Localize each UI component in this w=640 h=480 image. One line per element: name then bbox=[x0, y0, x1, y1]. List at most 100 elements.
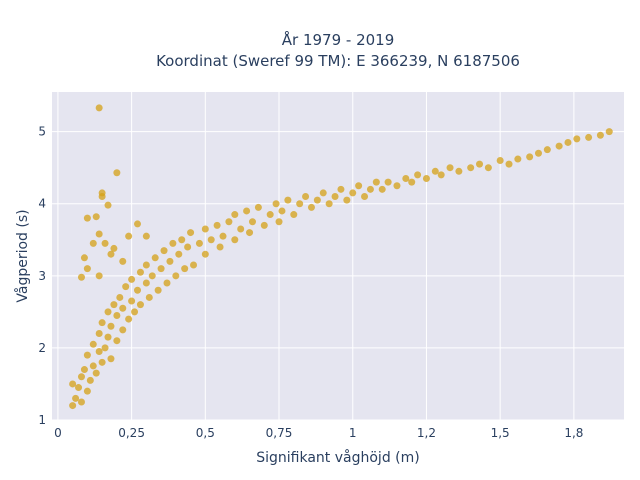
x-axis-title: Signifikant våghöjd (m) bbox=[256, 449, 419, 466]
data-point bbox=[526, 153, 534, 161]
data-point bbox=[393, 182, 401, 190]
data-point bbox=[128, 297, 136, 305]
data-point bbox=[408, 178, 416, 186]
data-point bbox=[128, 275, 136, 283]
plot-area bbox=[52, 92, 624, 420]
data-point bbox=[201, 250, 209, 258]
data-point bbox=[142, 279, 150, 287]
data-point bbox=[77, 373, 85, 381]
data-point bbox=[366, 185, 374, 193]
x-tick-label: 0,5 bbox=[196, 426, 215, 440]
data-point bbox=[107, 355, 115, 363]
data-point bbox=[145, 293, 153, 301]
data-point bbox=[585, 133, 593, 141]
data-point bbox=[104, 201, 112, 209]
data-point bbox=[437, 171, 445, 179]
data-point bbox=[596, 131, 604, 139]
data-point bbox=[119, 257, 127, 265]
data-point bbox=[272, 200, 280, 208]
data-point bbox=[136, 301, 144, 309]
data-point bbox=[169, 239, 177, 247]
data-point bbox=[534, 149, 542, 157]
data-point bbox=[284, 196, 292, 204]
data-point bbox=[195, 239, 203, 247]
data-point bbox=[113, 169, 121, 177]
data-point bbox=[187, 229, 195, 237]
data-point bbox=[89, 239, 97, 247]
data-point bbox=[307, 203, 315, 211]
data-point bbox=[337, 185, 345, 193]
data-point bbox=[83, 214, 91, 222]
data-point bbox=[564, 138, 572, 146]
data-point bbox=[154, 286, 162, 294]
data-point bbox=[69, 402, 77, 410]
data-point bbox=[77, 273, 85, 281]
data-point bbox=[72, 394, 80, 402]
data-point bbox=[213, 221, 221, 229]
data-point bbox=[355, 182, 363, 190]
data-point bbox=[302, 193, 310, 201]
x-tick-label: 0,75 bbox=[266, 426, 293, 440]
data-point bbox=[92, 369, 100, 377]
data-point bbox=[80, 254, 88, 262]
data-point bbox=[325, 200, 333, 208]
data-point bbox=[80, 366, 88, 374]
y-tick-label: 4 bbox=[38, 197, 46, 211]
x-tick-label: 1,2 bbox=[417, 426, 436, 440]
data-point bbox=[296, 200, 304, 208]
data-point bbox=[95, 348, 103, 356]
data-point bbox=[201, 225, 209, 233]
data-point bbox=[95, 272, 103, 280]
data-point bbox=[101, 344, 109, 352]
data-point bbox=[151, 254, 159, 262]
data-point bbox=[266, 211, 274, 219]
data-point bbox=[160, 247, 168, 255]
x-tick-label: 1,8 bbox=[564, 426, 583, 440]
data-point bbox=[543, 146, 551, 154]
data-point bbox=[378, 185, 386, 193]
data-point bbox=[92, 213, 100, 221]
data-point bbox=[75, 384, 83, 392]
x-tick-label: 0,25 bbox=[118, 426, 145, 440]
data-point bbox=[231, 211, 239, 219]
data-point bbox=[107, 322, 115, 330]
data-point bbox=[172, 272, 180, 280]
data-point bbox=[110, 244, 118, 252]
data-point bbox=[98, 193, 106, 201]
data-point bbox=[119, 326, 127, 334]
data-point bbox=[134, 286, 142, 294]
data-point bbox=[142, 232, 150, 240]
data-point bbox=[361, 193, 369, 201]
chart-title-line-2: Koordinat (Sweref 99 TM): E 366239, N 61… bbox=[156, 52, 520, 70]
y-tick-label: 1 bbox=[38, 413, 46, 427]
data-point bbox=[505, 160, 513, 168]
data-point bbox=[319, 189, 327, 197]
data-point bbox=[246, 229, 254, 237]
data-point bbox=[95, 230, 103, 238]
data-point bbox=[119, 304, 127, 312]
data-points bbox=[69, 104, 613, 410]
data-point bbox=[431, 167, 439, 175]
data-point bbox=[225, 218, 233, 226]
data-point bbox=[476, 160, 484, 168]
data-point bbox=[605, 128, 613, 136]
data-point bbox=[484, 164, 492, 172]
data-point bbox=[163, 279, 171, 287]
data-point bbox=[98, 319, 106, 327]
data-point bbox=[372, 178, 380, 186]
data-point bbox=[181, 265, 189, 273]
data-point bbox=[175, 250, 183, 258]
data-point bbox=[98, 358, 106, 366]
data-point bbox=[178, 236, 186, 244]
data-point bbox=[190, 261, 198, 269]
data-point bbox=[83, 387, 91, 395]
data-point bbox=[83, 265, 91, 273]
data-point bbox=[104, 333, 112, 341]
data-point bbox=[331, 193, 339, 201]
data-point bbox=[104, 308, 112, 316]
data-point bbox=[313, 196, 321, 204]
y-tick-label: 5 bbox=[38, 125, 46, 139]
data-point bbox=[248, 218, 256, 226]
data-point bbox=[107, 250, 115, 258]
data-point bbox=[142, 261, 150, 269]
